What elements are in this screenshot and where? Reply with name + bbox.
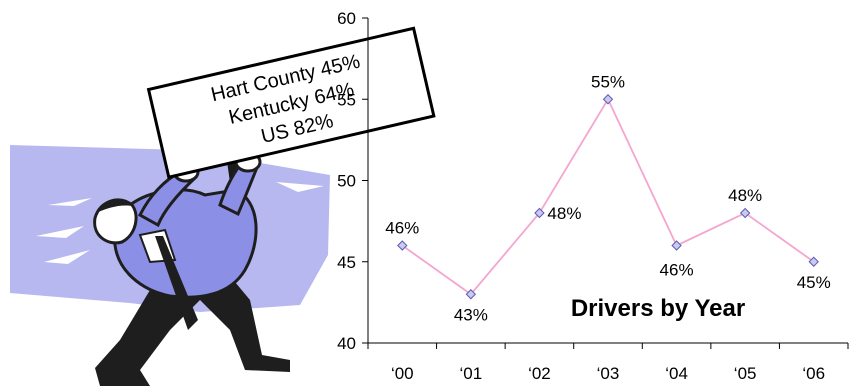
clipart-hair [98,199,132,212]
data-labels: 46% 43% 48% 55% 46% 48% 45% [385,72,830,324]
y-tick-label: 55 [337,90,356,109]
x-tick-label: ‘05 [734,364,757,383]
data-label: 55% [591,72,625,91]
sign-board-panel [146,26,436,179]
data-label: 43% [454,305,488,324]
clipart-streak [36,226,84,238]
data-point [465,289,477,300]
data-label: 48% [728,186,762,205]
y-tick-label: 40 [337,334,356,353]
y-tick-label: 50 [337,172,356,191]
data-label: 46% [660,261,694,280]
clipart-streak [276,182,324,192]
x-tick-label: ‘03 [597,364,620,383]
data-label: 45% [797,273,831,292]
y-axis: 40 45 50 55 60 [337,9,369,353]
clipart-tie [155,236,198,330]
x-tick-label: ‘02 [528,364,551,383]
data-label: 46% [385,219,419,238]
clipart-streak [44,250,90,264]
y-tick-label: 45 [337,253,356,272]
sign-board: Hart County 45% Kentucky 64% US 82% [146,26,436,179]
series-drivers [397,94,819,300]
data-point [671,240,682,251]
data-point [739,207,751,219]
data-point [808,256,819,267]
y-tick-label: 60 [337,9,356,28]
data-label: 48% [547,204,581,223]
x-axis: ‘00 ‘01 ‘02 ‘03 ‘04 ‘05 ‘06 [367,342,849,383]
x-tick-label: ‘06 [802,364,825,383]
businessman-clipart [10,137,330,386]
data-point [602,94,614,105]
x-tick-label: ‘00 [391,364,414,383]
x-tick-label: ‘01 [460,364,483,383]
clipart-legs [95,270,290,386]
clipart-streak [48,198,92,206]
chart-title: Drivers by Year [571,295,745,322]
data-point [397,240,408,251]
data-point [534,207,545,219]
x-tick-label: ‘04 [665,364,688,383]
